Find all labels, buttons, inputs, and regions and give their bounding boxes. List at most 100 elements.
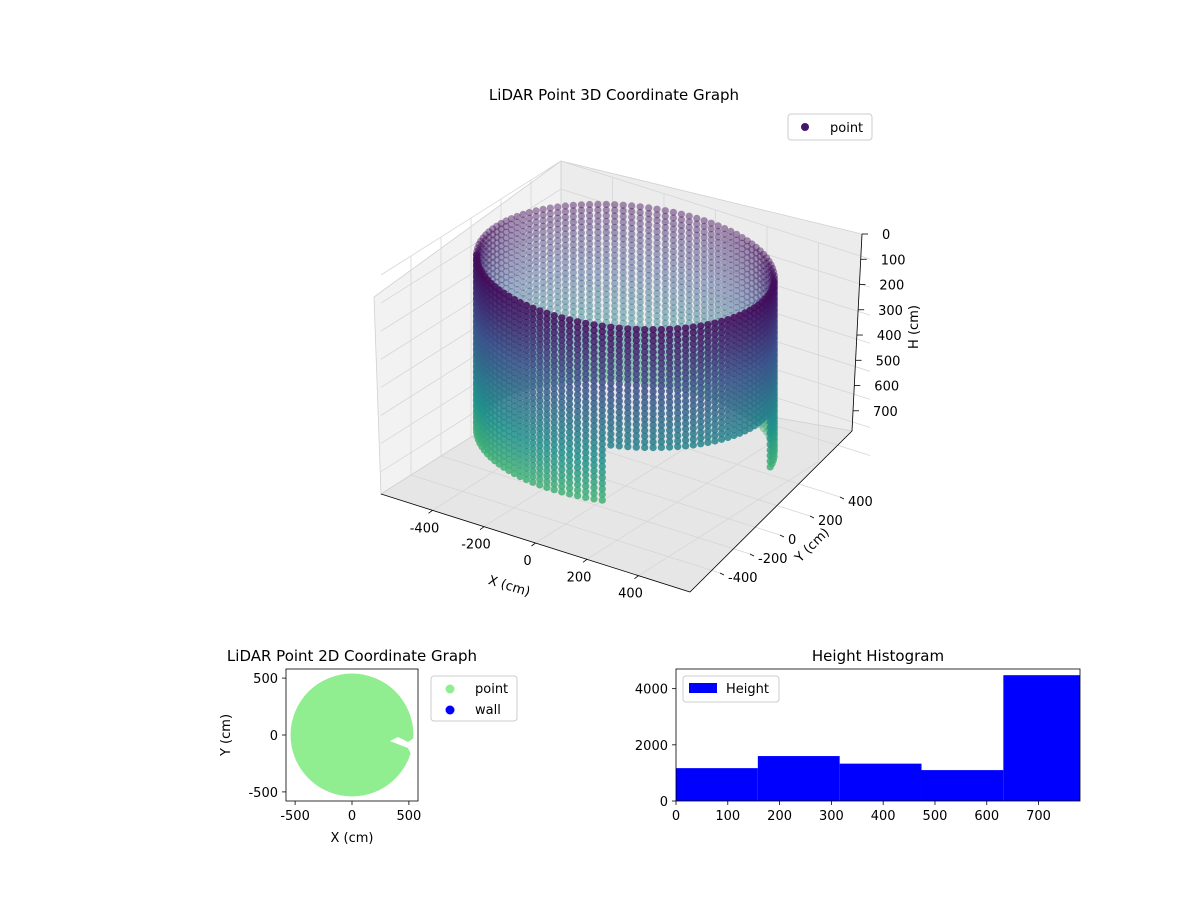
point-1957 (766, 435, 774, 443)
point-692 (714, 284, 722, 292)
point-499 (693, 282, 701, 290)
point-2878 (550, 317, 558, 325)
point-2404 (736, 373, 744, 381)
point-2586 (516, 428, 524, 436)
point-2690 (529, 456, 537, 464)
point-3159 (632, 393, 640, 401)
point-275 (594, 268, 602, 276)
point-2995 (657, 404, 666, 412)
point-145 (611, 279, 619, 287)
point-529 (561, 281, 570, 289)
point-245 (661, 263, 669, 271)
point-2847 (682, 324, 690, 332)
point-630 (707, 270, 715, 278)
point-2573 (718, 340, 726, 348)
point-157 (611, 212, 619, 220)
point-1631 (475, 240, 483, 249)
point-690 (714, 295, 722, 303)
point-3263 (615, 358, 623, 366)
point-1144 (752, 283, 760, 291)
point-525 (561, 303, 570, 311)
point-190 (653, 211, 661, 219)
point-3087 (582, 364, 590, 372)
point-351 (586, 200, 594, 209)
point-218 (602, 228, 610, 237)
point-923 (519, 233, 527, 241)
point-3039 (574, 329, 582, 337)
point-2963 (566, 451, 574, 459)
point-1173 (497, 276, 505, 284)
grid-y-floor-1 (440, 455, 751, 555)
y-axis-label-3d: Y (cm) (792, 525, 833, 566)
point-113 (645, 282, 653, 291)
point-725 (539, 262, 547, 270)
point-1373 (485, 239, 493, 247)
point-82 (619, 274, 627, 282)
point-2740 (536, 481, 544, 489)
point-2768 (536, 324, 544, 332)
point-2411 (736, 334, 744, 342)
histogram-bar-3 (921, 770, 1004, 801)
point-3221 (624, 347, 632, 355)
x-tick-label-3: 200 (567, 570, 592, 585)
point-2827 (682, 436, 690, 444)
point-1021 (743, 248, 751, 256)
point-890 (733, 258, 741, 267)
point-2920 (558, 387, 566, 395)
point-854 (525, 259, 534, 267)
point-2879 (550, 312, 558, 320)
point-3212 (624, 398, 632, 406)
point-2495 (505, 326, 513, 334)
point-2737 (697, 333, 705, 341)
point-2644 (522, 408, 531, 416)
point-2651 (522, 369, 531, 377)
point-3204 (624, 443, 632, 451)
legend-label-point: point (830, 121, 863, 136)
point-2398 (736, 407, 744, 415)
point-1047 (507, 260, 515, 268)
point-2712 (529, 332, 537, 340)
point-2943 (666, 393, 674, 401)
point-3025 (574, 407, 582, 416)
point-57 (636, 236, 644, 245)
point-87 (619, 246, 627, 254)
point-2600 (516, 349, 524, 357)
point-2819 (543, 343, 551, 351)
point-2897 (674, 347, 682, 355)
point-497 (693, 293, 701, 301)
point-183 (653, 250, 661, 258)
point-2942 (666, 398, 674, 406)
point-2955 (666, 325, 674, 333)
point-276 (594, 262, 602, 270)
point-78 (619, 297, 627, 305)
point-309 (669, 264, 678, 273)
point-2801 (543, 444, 551, 452)
point-445 (685, 223, 693, 231)
point-2692 (529, 445, 537, 453)
point-2697 (529, 416, 537, 425)
point-2911 (558, 437, 566, 445)
point-575 (700, 217, 708, 225)
point-2668 (704, 416, 712, 424)
point-3049 (649, 404, 657, 412)
point-602 (554, 231, 562, 239)
point-2679 (704, 354, 712, 362)
point-336 (586, 285, 594, 293)
point-2969 (566, 417, 574, 425)
point-2816 (543, 360, 551, 368)
point-3119 (590, 489, 598, 497)
point-796 (532, 224, 540, 232)
point-1143 (752, 288, 760, 296)
point-2632 (522, 475, 531, 484)
point-3112 (641, 354, 649, 362)
point-948 (738, 295, 746, 303)
point-2936 (666, 432, 674, 440)
point-2521 (724, 327, 732, 335)
point-920 (519, 250, 527, 258)
point-1209 (756, 280, 764, 289)
point-2984 (566, 333, 574, 341)
point-2451 (730, 415, 738, 423)
point-2623 (711, 364, 719, 372)
point-797 (532, 218, 540, 226)
point-3104 (641, 399, 649, 407)
